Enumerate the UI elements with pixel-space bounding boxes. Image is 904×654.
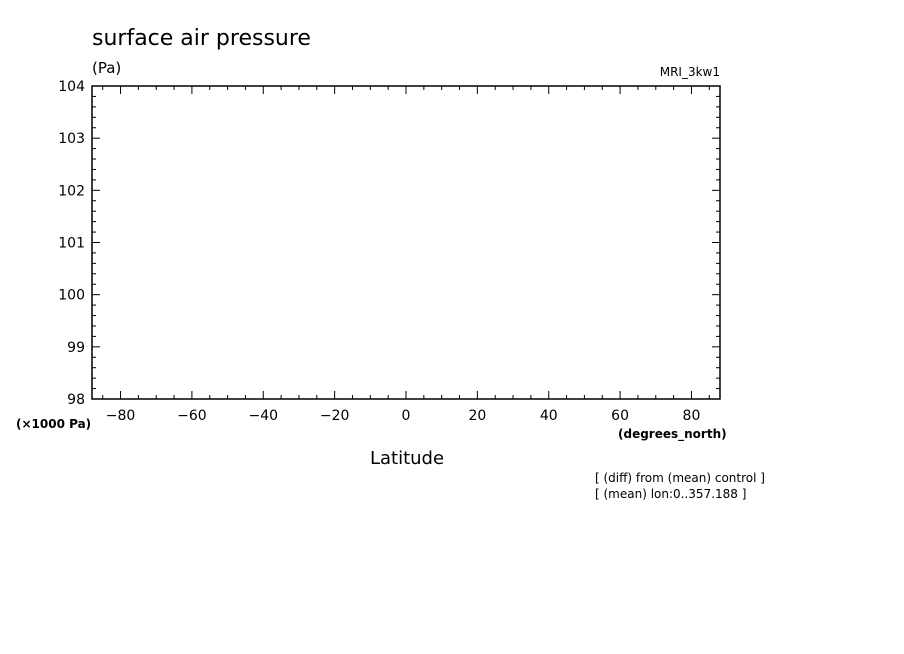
note-diff: [ (diff) from (mean) control ] — [595, 471, 765, 485]
y-tick-label: 99 — [67, 340, 85, 356]
x-tick-label: 60 — [611, 408, 629, 424]
y-tick-label: 98 — [67, 392, 85, 408]
y-tick-label: 103 — [58, 131, 85, 147]
x-tick-label: −20 — [320, 408, 350, 424]
y-tick-label: 102 — [58, 183, 85, 199]
x-tick-label: −40 — [248, 408, 278, 424]
y-tick-label: 101 — [58, 236, 85, 252]
y-units-label: (×1000 Pa) — [16, 417, 91, 431]
x-tick-label: −60 — [177, 408, 207, 424]
x-tick-label: 0 — [402, 408, 411, 424]
x-tick-label: 40 — [540, 408, 558, 424]
x-axis-label: Latitude — [370, 448, 444, 469]
chart-title: surface air pressure — [92, 26, 311, 51]
y-tick-label: 100 — [58, 288, 85, 304]
x-tick-label: −80 — [106, 408, 136, 424]
note-mean: [ (mean) lon:0..357.188 ] — [595, 487, 746, 501]
x-tick-label: 20 — [468, 408, 486, 424]
axis-ticks — [92, 85, 720, 400]
chart-units: (Pa) — [92, 59, 121, 77]
axis-tick-labels: −80 −60 −40 −20 0 20 40 60 80 98 99 100 101 102 103 104 — [58, 79, 700, 424]
model-label: MRI_3kw1 — [660, 65, 720, 79]
y-tick-label: 104 — [58, 79, 85, 95]
x-tick-label: 80 — [683, 408, 701, 424]
x-units-label: (degrees_north) — [618, 427, 727, 442]
